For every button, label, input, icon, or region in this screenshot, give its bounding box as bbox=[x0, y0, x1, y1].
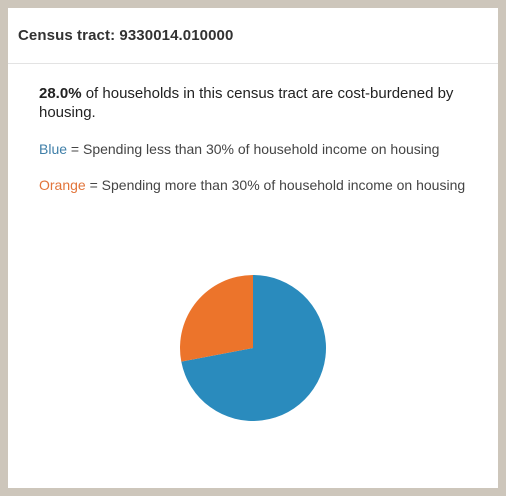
legend-blue: Blue = Spending less than 30% of househo… bbox=[39, 140, 474, 158]
summary-text: 28.0% of households in this census tract… bbox=[39, 84, 474, 122]
pie-slice-0[interactable] bbox=[181, 275, 326, 421]
popup-panel: Census tract: 9330014.010000 28.0% of ho… bbox=[8, 8, 498, 488]
popup-title: Census tract: 9330014.010000 bbox=[18, 27, 234, 44]
popup-content: 28.0% of households in this census tract… bbox=[8, 64, 498, 194]
pie-chart-svg bbox=[180, 275, 326, 421]
popup-header: Census tract: 9330014.010000 bbox=[8, 8, 498, 64]
legend-orange-text: = Spending more than 30% of household in… bbox=[85, 177, 466, 193]
legend-blue-label: Blue bbox=[39, 141, 68, 157]
legend-blue-text: = Spending less than 30% of household in… bbox=[67, 141, 440, 157]
legend-orange-label: Orange bbox=[39, 177, 86, 193]
pie-slice-1[interactable] bbox=[180, 275, 253, 362]
summary-description: of households in this census tract are c… bbox=[39, 85, 454, 121]
legend-orange: Orange = Spending more than 30% of house… bbox=[39, 176, 474, 194]
summary-percent: 28.0% bbox=[39, 85, 82, 102]
pie-chart bbox=[175, 270, 331, 426]
